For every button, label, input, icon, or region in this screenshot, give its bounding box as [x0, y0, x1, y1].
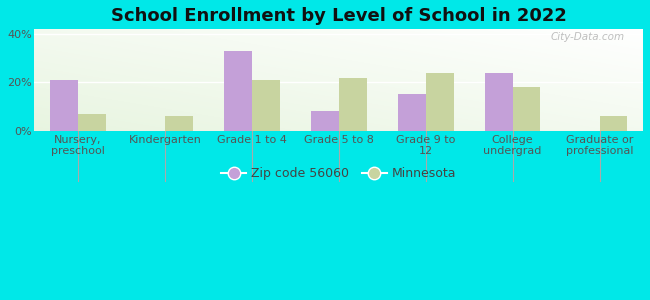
Bar	[599, 116, 627, 131]
Text: City-Data.com: City-Data.com	[551, 32, 625, 42]
Bar	[311, 111, 339, 131]
Bar	[426, 73, 454, 131]
Bar	[398, 94, 426, 131]
Bar	[252, 80, 280, 131]
Legend: Zip code 56060, Minnesota: Zip code 56060, Minnesota	[216, 162, 462, 185]
Bar	[50, 80, 78, 131]
Title: School Enrollment by Level of School in 2022: School Enrollment by Level of School in …	[111, 7, 567, 25]
Bar	[513, 87, 540, 131]
Bar	[339, 78, 367, 131]
Bar	[485, 73, 513, 131]
Bar	[78, 114, 106, 131]
Bar	[165, 116, 192, 131]
Bar	[224, 51, 252, 131]
